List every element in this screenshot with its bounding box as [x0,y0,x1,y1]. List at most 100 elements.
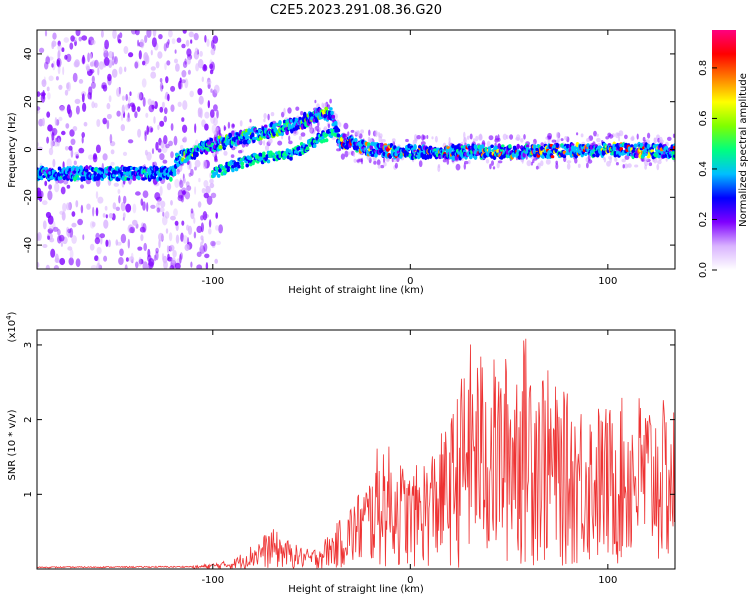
noise-point [148,258,155,267]
noise-point [61,130,66,136]
halo-point [309,126,313,133]
noise-point [138,258,144,265]
halo-point [485,158,490,164]
noise-point [67,228,72,234]
halo-point [391,157,394,163]
noise-point [41,79,46,85]
x-tick-label: -100 [201,276,224,287]
noise-point [81,56,86,65]
noise-point [177,189,184,199]
halo-point [623,163,629,169]
colorbar: 0.0 0.2 0.4 0.6 0.8 Normalized spectral ampl… [698,30,749,278]
halo-point [540,160,544,167]
noise-point [37,91,41,97]
noise-point [189,90,194,98]
halo-point [300,132,306,137]
noise-point [82,234,85,241]
noise-point [95,207,99,217]
ridge-point [562,154,567,159]
halo-point [545,159,551,165]
noise-point [172,250,177,258]
noise-point [46,111,51,118]
noise-point [124,264,128,269]
noise-point [75,30,81,37]
noise-point [128,96,131,106]
noise-point [119,248,124,257]
ridge-point [550,155,555,159]
noise-point [203,64,207,70]
colorbar-tick-label: 0.2 [698,212,709,228]
noise-point [91,75,95,84]
halo-point [377,164,381,169]
noise-point [157,124,160,131]
noise-point [126,117,131,123]
noise-point [190,168,194,177]
noise-point [86,65,90,72]
noise-point [194,47,199,55]
noise-point [200,222,204,233]
halo-point [586,162,589,169]
noise-point [128,256,135,262]
ridge-point [226,168,230,173]
noise-point [190,208,194,214]
noise-point [65,123,70,129]
halo-point [329,98,332,104]
noise-point [204,253,210,259]
noise-point [179,178,182,185]
ridge-point [195,151,199,158]
x-tick-label: 0 [407,575,413,586]
noise-point [94,102,98,109]
noise-point [107,239,111,248]
noise-point [143,242,147,252]
halo-point [647,132,651,139]
halo-point [283,107,286,115]
noise-point [135,261,139,269]
halo-point [442,159,447,163]
ridge-point [331,114,336,119]
ridge-point [234,167,239,172]
noise-point [70,35,75,42]
halo-point [486,140,491,148]
noise-point [89,221,95,229]
noise-point [118,257,124,265]
noise-point [57,64,61,75]
noise-point [137,39,140,47]
halo-point [596,137,601,143]
noise-point [104,57,110,66]
noise-point [184,78,189,89]
noise-point [43,76,46,85]
noise-point [99,233,106,239]
ridge-point [231,168,235,173]
noise-point [41,79,47,88]
noise-point [56,135,62,143]
noise-point [183,136,188,143]
noise-point [160,141,165,149]
noise-point [194,159,201,168]
noise-point [90,81,96,89]
ridge-point [312,144,317,148]
halo-point [463,131,466,139]
noise-point [104,39,109,50]
noise-point [64,54,68,60]
halo-point [437,165,441,172]
halo-point [586,138,591,142]
noise-point [152,30,157,37]
noise-point [52,221,56,231]
noise-point [48,56,54,61]
noise-point [182,30,187,34]
ridge-point [333,121,338,127]
noise-point [57,40,61,47]
noise-point [134,60,140,69]
noise-point [80,184,84,189]
noise-point [140,234,144,242]
halo-point [336,148,341,152]
noise-point [139,39,145,49]
ridge-point [525,144,530,148]
noise-point [44,180,48,187]
ridge-point [158,176,163,181]
noise-point [183,177,186,184]
noise-point [167,93,170,102]
halo-point [239,120,243,127]
noise-point [108,213,114,219]
noise-point [112,202,117,210]
